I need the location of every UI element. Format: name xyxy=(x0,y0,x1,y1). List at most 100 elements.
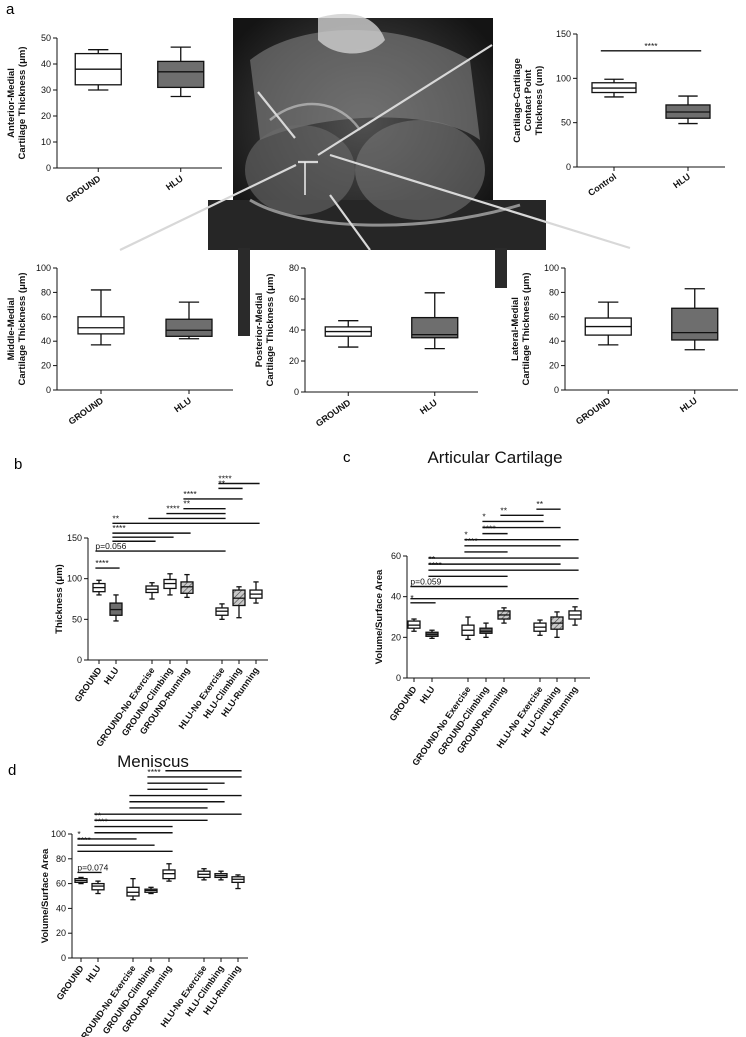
significance-label: ** xyxy=(183,499,190,509)
box-hlu xyxy=(425,629,439,639)
y-tick-label: 0 xyxy=(77,655,82,665)
significance-label: p=0.074 xyxy=(77,862,108,872)
significance-label: * xyxy=(77,829,81,839)
chart-a-contact-point: 0 50 100 150 Cartilage-Cartilage Contact Poin… xyxy=(512,29,725,198)
significance-label: **** xyxy=(464,536,478,546)
y-tick-label: 30 xyxy=(41,85,51,95)
box-iqr xyxy=(671,307,719,341)
y-tick-label: 20 xyxy=(549,361,559,371)
y-axis-label: Middle-Medial xyxy=(6,298,17,361)
box-iqr xyxy=(180,581,194,594)
significance-label: **** xyxy=(183,489,197,499)
box-iqr xyxy=(165,318,213,337)
box-ground-no-exercise xyxy=(461,616,475,641)
box-hlu-running xyxy=(568,606,582,626)
y-tick-label: 100 xyxy=(544,263,559,273)
x-category-label: HLU xyxy=(678,395,699,414)
box-hlu xyxy=(157,46,205,98)
y-axis-label: Thickness (μm) xyxy=(54,564,65,634)
y-tick-label: 20 xyxy=(391,632,401,642)
x-category-label: HLU xyxy=(172,395,193,414)
significance-label: **** xyxy=(77,835,91,845)
significance-label: **** xyxy=(644,41,658,51)
x-category-label: GROUND xyxy=(314,397,353,428)
y-tick-label: 150 xyxy=(556,29,571,39)
y-tick-label: 50 xyxy=(41,33,51,43)
mri-knee-image xyxy=(208,13,546,336)
y-tick-label: 0 xyxy=(294,387,299,397)
x-category-label: HLU xyxy=(164,173,185,192)
box-hlu xyxy=(671,288,719,351)
box-ground xyxy=(92,579,106,596)
significance-label: ** xyxy=(112,513,119,523)
chart-title: Articular Cartilage xyxy=(427,448,562,467)
x-category-label: HLU xyxy=(418,684,437,705)
y-tick-label: 0 xyxy=(46,163,51,173)
box-ground xyxy=(584,301,632,346)
box-ground-climbing xyxy=(144,886,158,895)
y-axis-label: Cartilage-Cartilage xyxy=(512,58,523,142)
x-category-label: Control xyxy=(586,171,618,198)
chart-a-lateral-medial: 0 20 40 60 80 100 Lateral-Medial Cartilage Thic… xyxy=(510,263,738,427)
significance-label: p=0.056 xyxy=(95,541,126,551)
significance-label: p=0.059 xyxy=(410,577,441,587)
y-tick-label: 0 xyxy=(46,385,51,395)
box-hlu-climbing xyxy=(214,870,228,881)
box-ground-no-exercise xyxy=(126,877,140,901)
significance-label: **** xyxy=(95,558,109,568)
y-axis-label: Anterior-Medial xyxy=(6,68,17,138)
y-tick-label: 40 xyxy=(41,336,51,346)
y-tick-label: 20 xyxy=(289,356,299,366)
box-hlu xyxy=(109,594,123,622)
box-hlu-climbing xyxy=(550,611,564,638)
box-ground-running xyxy=(162,863,176,882)
y-tick-label: 60 xyxy=(289,294,299,304)
box-ground xyxy=(77,289,125,346)
y-tick-label: 100 xyxy=(36,263,51,273)
y-tick-label: 100 xyxy=(67,574,82,584)
box-iqr xyxy=(411,316,459,339)
y-tick-label: 40 xyxy=(56,903,66,913)
box-ground-climbing xyxy=(163,573,177,596)
y-tick-label: 40 xyxy=(289,325,299,335)
y-tick-label: 50 xyxy=(561,118,571,128)
y-tick-label: 20 xyxy=(56,928,66,938)
box-ground-no-exercise xyxy=(145,582,159,600)
y-axis-label: Posterior-Medial xyxy=(254,293,265,367)
y-axis-label: Thickness (um) xyxy=(534,66,545,136)
y-tick-label: 60 xyxy=(41,312,51,322)
box-ground-running xyxy=(180,573,194,599)
x-category-label: GROUND xyxy=(64,173,103,204)
x-category-label: HLU xyxy=(102,665,121,686)
y-tick-label: 80 xyxy=(289,263,299,273)
chart-title: Meniscus xyxy=(117,752,189,771)
x-category-label: GROUND xyxy=(67,395,106,426)
significance-label: * xyxy=(410,593,414,603)
significance-label: **** xyxy=(218,474,232,484)
box-ground-climbing xyxy=(479,622,493,638)
y-tick-label: 0 xyxy=(61,953,66,963)
significance-label: ** xyxy=(428,554,435,564)
y-tick-label: 80 xyxy=(549,287,559,297)
y-axis-label: Cartilage Thickness (μm) xyxy=(521,273,532,386)
panel-label-a: a xyxy=(6,1,15,18)
x-category-label: GROUND xyxy=(574,395,613,426)
chart-a-middle-medial: 0 20 40 60 80 100 Middle-Medial Cartilage Thick… xyxy=(6,263,233,427)
box-hlu-climbing xyxy=(232,586,246,619)
y-tick-label: 0 xyxy=(396,673,401,683)
y-axis-label: Cartilage Thickness (μm) xyxy=(17,47,28,160)
y-tick-label: 100 xyxy=(556,73,571,83)
box-ground xyxy=(407,618,421,632)
y-tick-label: 60 xyxy=(391,551,401,561)
box-hlu xyxy=(165,301,213,340)
box-ground xyxy=(74,49,122,91)
y-tick-label: 60 xyxy=(56,879,66,889)
box-ground xyxy=(324,320,372,348)
y-tick-label: 100 xyxy=(51,829,66,839)
y-tick-label: 0 xyxy=(566,162,571,172)
x-category-label: HLU xyxy=(84,963,103,984)
y-tick-label: 20 xyxy=(41,361,51,371)
significance-label: ** xyxy=(500,505,507,515)
y-tick-label: 20 xyxy=(41,111,51,121)
